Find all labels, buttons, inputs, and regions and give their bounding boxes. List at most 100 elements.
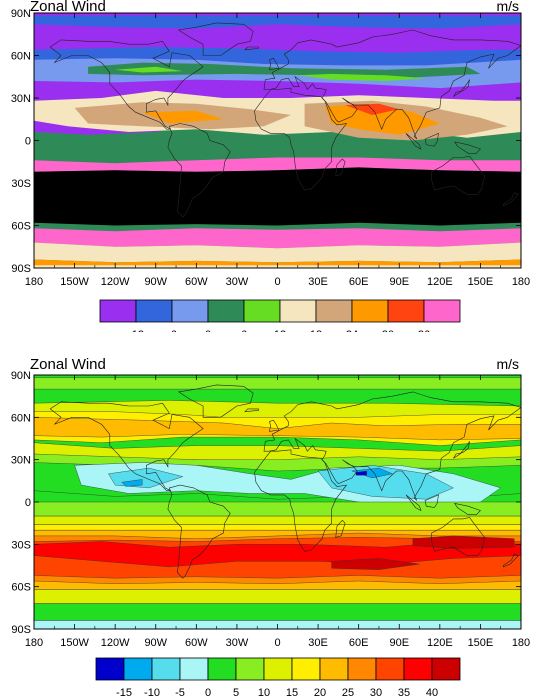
- colorbar-label: -10: [144, 687, 160, 699]
- colorbar-label: 20: [314, 687, 326, 699]
- colorbar-label: 15: [286, 687, 298, 699]
- x-tick-label: 180: [25, 276, 43, 288]
- contour-band-12: [324, 103, 440, 135]
- colorbar-box: [403, 657, 433, 681]
- colorbar-label: -15: [116, 687, 132, 699]
- contour-band-24: [34, 589, 521, 604]
- x-tick-label: 180: [25, 637, 43, 649]
- contour-map-2: 180 150W 120W 90W 60W 30W 0 30E 60E 90E 120E 150E 18…: [11, 370, 530, 699]
- coastline-4: [263, 391, 521, 501]
- colorbar-label: 36: [418, 329, 430, 332]
- colorbar-label: 10: [258, 687, 270, 699]
- colorbar-box: [387, 299, 425, 323]
- contour-band-11: [142, 110, 224, 124]
- contour-band-17: [34, 524, 521, 531]
- contour-band-21: [34, 242, 521, 263]
- y-tick-label: 90S: [11, 624, 31, 636]
- contour-band-11: [317, 465, 454, 500]
- contour-band-5: [88, 62, 481, 79]
- contour-band-22: [412, 535, 515, 549]
- contour-band-7: [297, 73, 427, 81]
- colorbar-label: 40: [426, 687, 438, 699]
- y-tick-label: 90N: [11, 8, 31, 20]
- contour-band-2: [34, 15, 521, 29]
- coastline-11: [424, 132, 439, 147]
- colorbar-box: [423, 299, 461, 323]
- contour-band-14: [34, 157, 521, 172]
- x-tick-label: 180: [512, 276, 530, 288]
- contour-band-12: [121, 479, 143, 487]
- coastline-5: [431, 155, 485, 195]
- chart-title: Zonal Wind: [30, 356, 106, 373]
- x-tick-label: 120W: [101, 637, 130, 649]
- x-tick-label: 60W: [185, 276, 208, 288]
- colorbar-label: -5: [175, 687, 185, 699]
- colorbar-box: [95, 657, 125, 681]
- coastline-5: [431, 517, 485, 556]
- chart-title: Zonal Wind: [30, 0, 106, 15]
- coastline-8: [453, 79, 470, 97]
- coastline-9: [335, 158, 346, 177]
- x-tick-label: 180: [512, 637, 530, 649]
- x-tick-label: 60E: [349, 637, 369, 649]
- colorbar-label: 30: [370, 687, 382, 699]
- coastline-1: [49, 39, 204, 130]
- coastline-6: [177, 384, 254, 418]
- x-tick-label: 30W: [226, 637, 249, 649]
- coastline-10: [405, 494, 422, 512]
- coastline-11: [424, 494, 439, 508]
- y-tick-label: 60N: [11, 51, 31, 63]
- colorbar-box: [179, 657, 209, 681]
- colorbar-label: 35: [398, 687, 410, 699]
- y-tick-label: 30S: [11, 539, 31, 551]
- colorbar-box: [151, 657, 181, 681]
- x-tick-label: 150W: [60, 637, 89, 649]
- colorbar-label: 6: [241, 329, 247, 332]
- colorbar-box: [315, 299, 353, 323]
- x-tick-label: 150E: [468, 276, 494, 288]
- colorbar-label: -12: [128, 329, 144, 332]
- y-tick-label: 90S: [11, 263, 31, 275]
- y-tick-label: 60S: [11, 221, 31, 233]
- colorbar-label: 24: [346, 329, 358, 332]
- chart-units: m/s: [496, 0, 519, 14]
- contour-band-16: [34, 515, 521, 525]
- coastline-10: [405, 133, 422, 150]
- y-tick-label: 60N: [11, 412, 31, 424]
- contour-band-23: [331, 558, 420, 570]
- x-tick-label: 120W: [101, 276, 130, 288]
- x-tick-label: 120E: [427, 637, 453, 649]
- contour-band-14: [355, 470, 367, 476]
- coastline-14: [503, 192, 519, 207]
- coastline-12: [454, 141, 481, 154]
- colorbar-box: [243, 299, 281, 323]
- colorbar-box: [135, 299, 173, 323]
- colorbar-box: [171, 299, 209, 323]
- colorbar-box: [99, 299, 137, 323]
- contour-band-15: [34, 501, 521, 517]
- colorbar-box: [207, 657, 237, 681]
- colorbar-label: 25: [342, 687, 354, 699]
- x-tick-label: 30W: [226, 276, 249, 288]
- coastline-3: [254, 87, 348, 191]
- contour-map-1: 180 150W 120W 90W 60W 30W 0 30E 60E 90E 120E 150E 18…: [11, 8, 530, 332]
- coastline-1: [49, 401, 204, 491]
- contour-band-6: [115, 66, 183, 73]
- colorbar-label: 0: [205, 329, 211, 332]
- coastline-7: [269, 57, 280, 71]
- zonal-wind-map-panel-2: Zonal Wind m/s 180 150W 120W 90W 60W 30W 0 30E 6…: [0, 356, 533, 700]
- y-tick-label: 90N: [11, 370, 31, 382]
- colorbar-label: 18: [310, 329, 322, 332]
- colorbar-label: 5: [233, 687, 239, 699]
- x-tick-label: 90E: [389, 276, 409, 288]
- y-tick-label: 60S: [11, 582, 31, 594]
- chart-units: m/s: [496, 356, 519, 372]
- colorbar-box: [375, 657, 405, 681]
- colorbar-box: [263, 657, 293, 681]
- coastline-2: [167, 484, 231, 579]
- x-tick-label: 0: [274, 637, 280, 649]
- x-tick-label: 30E: [308, 637, 328, 649]
- x-tick-label: 90W: [144, 276, 167, 288]
- x-tick-label: 60W: [185, 637, 208, 649]
- x-tick-label: 150W: [60, 276, 89, 288]
